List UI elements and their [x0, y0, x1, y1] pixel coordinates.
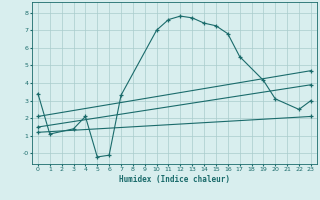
X-axis label: Humidex (Indice chaleur): Humidex (Indice chaleur): [119, 175, 230, 184]
